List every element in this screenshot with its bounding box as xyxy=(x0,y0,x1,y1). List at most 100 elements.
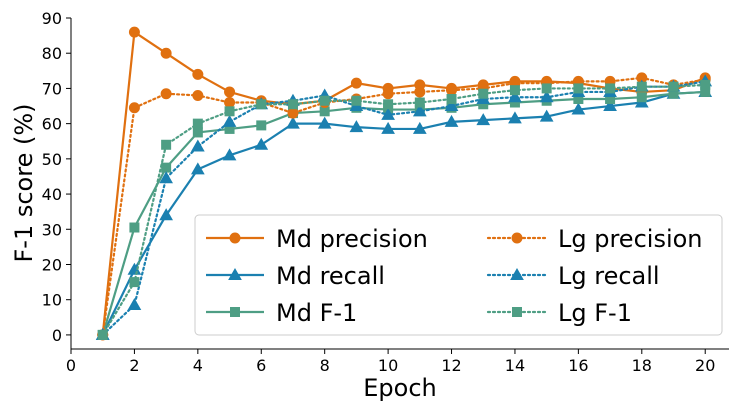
data-point xyxy=(414,86,426,98)
data-point xyxy=(636,81,647,92)
data-point xyxy=(127,262,142,275)
y-axis-title: F-1 score (%) xyxy=(10,103,38,262)
data-point xyxy=(571,102,586,115)
legend: Md precision Md recall Md F-1 Lg precision L… xyxy=(194,214,723,336)
data-point xyxy=(287,107,299,119)
series-layer xyxy=(95,26,713,341)
y-tick-label: 30 xyxy=(42,220,62,239)
y-tick-label: 50 xyxy=(42,150,62,169)
data-point xyxy=(254,137,269,150)
x-tick-label: 10 xyxy=(378,356,398,375)
x-tick-label: 4 xyxy=(193,356,203,375)
y-tick-label: 40 xyxy=(42,185,62,204)
data-point xyxy=(190,162,205,175)
data-point xyxy=(636,92,647,103)
data-point xyxy=(414,97,425,108)
data-point xyxy=(351,95,362,106)
x-tick-label: 2 xyxy=(129,356,139,375)
legend-swatch-marker xyxy=(510,267,524,280)
data-point xyxy=(539,109,554,122)
data-point xyxy=(350,77,362,89)
data-point xyxy=(161,162,172,173)
data-point xyxy=(224,86,236,98)
data-point xyxy=(349,120,364,133)
series-md-recall xyxy=(95,84,713,340)
legend-label: Md precision xyxy=(276,225,428,253)
data-point xyxy=(573,83,584,94)
legend-item: Md F-1 xyxy=(206,299,357,327)
x-tick-label: 16 xyxy=(568,356,588,375)
data-point xyxy=(159,171,173,184)
data-point xyxy=(190,139,205,152)
data-point xyxy=(192,68,204,80)
data-point xyxy=(605,83,616,94)
x-ticks: 0 2 4 6 8 10 12 14 16 18 20 xyxy=(66,349,715,375)
data-point xyxy=(444,99,459,112)
legend-swatch-marker xyxy=(230,307,240,317)
data-point xyxy=(382,88,394,100)
legend-label: Lg precision xyxy=(558,225,703,253)
data-point xyxy=(160,47,172,59)
data-point xyxy=(287,99,298,110)
data-point xyxy=(286,116,300,129)
legend-frame xyxy=(194,214,723,336)
legend-swatch-marker xyxy=(228,267,242,280)
data-point xyxy=(128,26,140,38)
data-point xyxy=(381,107,395,120)
y-tick-label: 90 xyxy=(42,9,62,28)
legend-item: Lg precision xyxy=(486,225,703,253)
data-point xyxy=(256,99,267,110)
data-point xyxy=(192,127,203,138)
data-point xyxy=(159,208,173,221)
series-line xyxy=(101,90,706,336)
data-point xyxy=(446,84,458,96)
data-point xyxy=(476,113,491,126)
legend-label: Lg recall xyxy=(558,262,660,290)
data-point xyxy=(160,88,172,100)
data-point xyxy=(412,104,427,117)
legend-swatch-marker xyxy=(511,232,523,244)
data-point xyxy=(192,89,204,101)
legend-item: Lg F-1 xyxy=(486,299,632,327)
legend-label: Md recall xyxy=(276,262,385,290)
y-tick-label: 70 xyxy=(42,79,62,98)
x-tick-label: 18 xyxy=(632,356,652,375)
y-tick-label: 60 xyxy=(42,115,62,134)
x-axis-title: Epoch xyxy=(363,374,437,402)
x-tick-label: 14 xyxy=(505,356,525,375)
legend-label: Lg F-1 xyxy=(558,299,632,327)
y-tick-label: 0 xyxy=(52,326,62,345)
axes-layer xyxy=(70,18,729,350)
data-point xyxy=(256,120,267,131)
series-line xyxy=(101,80,707,337)
data-point xyxy=(603,99,617,112)
data-point xyxy=(412,121,427,134)
data-point xyxy=(97,329,108,340)
legend-item: Lg recall xyxy=(486,262,660,290)
data-point xyxy=(381,121,395,134)
y-ticks: 0 10 20 30 40 50 60 70 80 90 xyxy=(42,9,71,345)
data-point xyxy=(128,102,140,114)
data-point xyxy=(383,99,394,110)
legend-item: Md precision xyxy=(206,225,428,253)
data-point xyxy=(192,118,203,129)
data-point xyxy=(127,297,142,310)
legend-swatch-marker xyxy=(229,232,241,244)
x-tick-label: 0 xyxy=(66,356,76,375)
y-tick-label: 20 xyxy=(42,255,62,274)
data-point xyxy=(222,148,237,161)
data-point xyxy=(129,222,140,233)
data-point xyxy=(668,81,679,92)
x-tick-label: 20 xyxy=(695,356,715,375)
data-point xyxy=(224,106,235,117)
legend-item: Md recall xyxy=(206,262,385,290)
data-point xyxy=(319,95,330,106)
data-point xyxy=(508,90,522,103)
series-lg-f-1 xyxy=(97,79,711,340)
data-point xyxy=(446,93,457,104)
data-point xyxy=(317,116,332,129)
legend-label: Md F-1 xyxy=(276,299,357,327)
x-tick-label: 8 xyxy=(320,356,330,375)
